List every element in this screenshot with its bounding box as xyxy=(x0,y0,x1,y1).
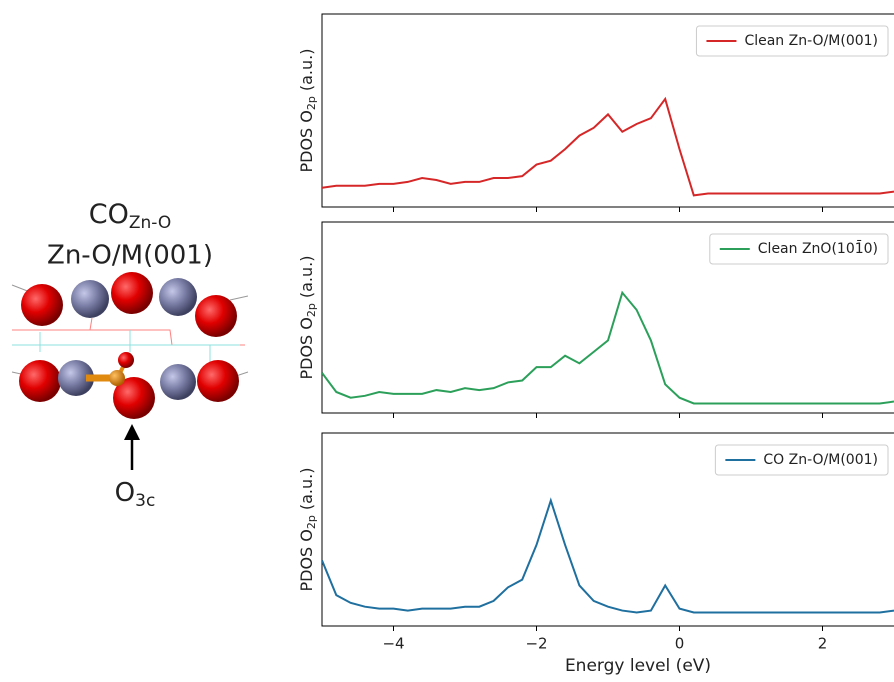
y-label-main: PDOS O xyxy=(297,317,316,379)
y-label-unit: (a.u.) xyxy=(297,256,316,299)
legend-label: Clean Zn-O/M(001) xyxy=(744,33,878,49)
legend: CO Zn-O/M(001) xyxy=(715,445,888,475)
y-label-sub: 2p xyxy=(305,303,318,317)
legend: Clean Zn-O/M(001) xyxy=(696,26,888,56)
arrow-label: O3c xyxy=(115,478,156,512)
y-label-unit: (a.u.) xyxy=(297,49,316,92)
series-line xyxy=(322,293,894,404)
legend: Clean ZnO(101̄0) xyxy=(710,234,888,264)
x-tick-label: 2 xyxy=(818,635,828,653)
panel: −4 −2 0 2 PDOS O2p (a.u.) Energy level (eV) CO … xyxy=(297,433,894,676)
title-sub: Zn-O xyxy=(129,213,171,233)
x-tick-label: −4 xyxy=(382,635,404,653)
structure-diagram: COZn-O Zn-O/M(001) O3c xyxy=(12,199,248,512)
y-label-main: PDOS O xyxy=(297,110,316,172)
x-tick-label: −2 xyxy=(525,635,547,653)
series-line xyxy=(322,501,894,613)
label-sub: 3c xyxy=(135,491,155,511)
legend-label: CO Zn-O/M(001) xyxy=(763,452,878,468)
y-label-sub: 2p xyxy=(305,515,318,529)
structure-subtitle: Zn-O/M(001) xyxy=(47,241,213,271)
y-label-unit: (a.u.) xyxy=(297,468,316,511)
series-line xyxy=(322,99,894,196)
y-label-main: PDOS O xyxy=(297,529,316,591)
title-main: CO xyxy=(89,199,129,230)
figure: COZn-O Zn-O/M(001) O3c PDOS O2p(a.u.)Cle… xyxy=(0,0,894,682)
x-tick-label: 0 xyxy=(675,635,685,653)
y-axis-label: PDOS O2p (a.u.) xyxy=(297,49,319,173)
x-axis-label: Energy level (eV) xyxy=(565,656,711,676)
panel: PDOS O2p (a.u.) Clean Zn-O/M(001) xyxy=(297,14,894,212)
label-main: O xyxy=(115,478,135,508)
panel: PDOS O2p (a.u.) Clean ZnO(101̄0) xyxy=(297,222,894,418)
structure-title: COZn-O xyxy=(89,199,172,234)
y-axis-label: PDOS O2p (a.u.) xyxy=(297,256,319,380)
legend-label: Clean ZnO(101̄0) xyxy=(758,239,878,257)
y-axis-label: PDOS O2p (a.u.) xyxy=(297,468,319,592)
y-label-sub: 2p xyxy=(305,96,318,110)
